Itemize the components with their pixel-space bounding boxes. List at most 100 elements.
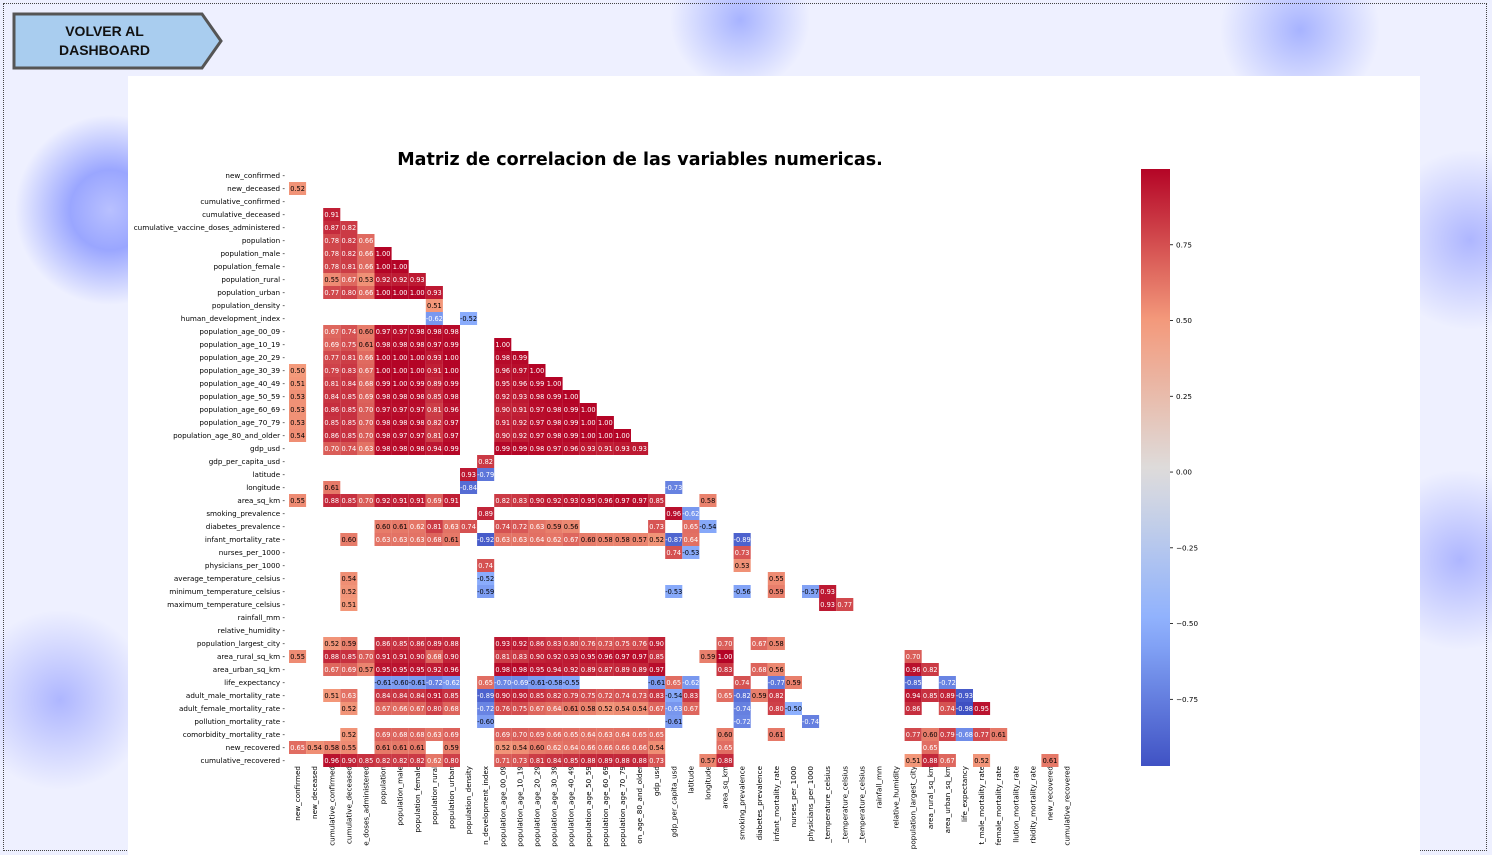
heatmap-cell	[289, 390, 307, 403]
cell-value: -0.93	[956, 692, 973, 700]
cell-value: 0.83	[649, 692, 664, 700]
cell-value: 0.52	[974, 757, 989, 765]
cell-value: 0.96	[906, 666, 921, 674]
cell-value: 0.77	[324, 354, 339, 362]
cell-value: 0.52	[649, 536, 664, 544]
cell-value: 0.85	[324, 419, 339, 427]
row-label: population_age_60_69 -	[199, 405, 285, 414]
heatmap-cell	[357, 286, 375, 299]
row-label: population_male -	[220, 249, 285, 258]
heatmap-cell	[545, 442, 563, 455]
cell-value: 0.85	[444, 692, 459, 700]
heatmap-cell	[425, 403, 443, 416]
cell-value: 0.92	[513, 640, 528, 648]
heatmap-cell	[391, 663, 409, 676]
heatmap-cell	[767, 572, 785, 585]
heatmap-cell	[545, 429, 563, 442]
row-label: area_rural_sq_km -	[217, 652, 285, 661]
heatmap-cell	[613, 754, 631, 767]
cell-value: 0.98	[393, 393, 408, 401]
cell-value: -0.89	[734, 536, 751, 544]
heatmap-cell	[374, 520, 392, 533]
heatmap-cell	[904, 702, 922, 715]
heatmap-cell	[408, 754, 426, 767]
heatmap-cell	[408, 286, 426, 299]
heatmap-cell	[494, 429, 512, 442]
heatmap-cell	[733, 689, 751, 702]
cell-value: 0.88	[615, 757, 630, 765]
cell-value: 0.62	[410, 523, 425, 531]
heatmap-cell	[442, 325, 460, 338]
heatmap-cell	[391, 429, 409, 442]
cell-value: 0.52	[598, 705, 613, 713]
cell-value: 0.82	[769, 692, 784, 700]
cell-value: 0.54	[307, 744, 322, 752]
heatmap-cell	[494, 338, 512, 351]
cell-value: 0.54	[615, 705, 630, 713]
cell-value: 0.93	[632, 445, 647, 453]
heatmap-cell	[511, 429, 529, 442]
cell-value: 0.97	[649, 666, 664, 674]
heatmap-cell	[425, 663, 443, 676]
cell-value: 0.57	[359, 666, 374, 674]
heatmap-cell	[545, 650, 563, 663]
cell-value: 0.85	[342, 432, 357, 440]
heatmap-cell	[391, 286, 409, 299]
cell-value: 0.97	[615, 497, 630, 505]
cell-value: 0.95	[376, 666, 391, 674]
heatmap-cell	[648, 663, 666, 676]
cell-value: -0.62	[443, 679, 460, 687]
cell-value: 0.98	[547, 432, 562, 440]
heatmap-cell	[357, 390, 375, 403]
heatmap-cell	[374, 325, 392, 338]
cell-value: 0.83	[513, 497, 528, 505]
heatmap-cell	[579, 741, 597, 754]
heatmap-cell	[494, 520, 512, 533]
cell-value: 0.70	[359, 419, 374, 427]
cell-value: 0.96	[666, 510, 681, 518]
heatmap-cell	[391, 377, 409, 390]
heatmap-cell	[357, 403, 375, 416]
heatmap-cell	[938, 728, 956, 741]
heatmap-cell	[425, 390, 443, 403]
col-label: new_confirmed	[293, 766, 302, 821]
heatmap-cell	[408, 689, 426, 702]
heatmap-cell	[511, 442, 529, 455]
cell-value: 0.89	[615, 666, 630, 674]
heatmap-cell	[562, 741, 580, 754]
cell-value: 0.98	[410, 328, 425, 336]
cell-value: 0.61	[324, 484, 339, 492]
cell-value: 0.77	[837, 601, 852, 609]
heatmap-cell	[408, 741, 426, 754]
heatmap-cell	[613, 429, 631, 442]
heatmap-cell	[323, 390, 341, 403]
row-label: diabetes_prevalence -	[206, 522, 286, 531]
heatmap-cell	[425, 416, 443, 429]
cell-value: 0.97	[427, 341, 442, 349]
cell-value: 1.00	[444, 367, 459, 375]
cell-value: 0.98	[393, 419, 408, 427]
cell-value: -0.61	[665, 718, 682, 726]
cell-value: 0.57	[701, 757, 716, 765]
cell-value: 0.61	[1043, 757, 1058, 765]
cell-value: 0.92	[513, 432, 528, 440]
back-label-line2: DASHBOARD	[59, 42, 150, 58]
cell-value: 0.86	[376, 640, 391, 648]
heatmap-cell	[665, 702, 683, 715]
cell-value: 0.60	[530, 744, 545, 752]
row-label: population_urban -	[217, 288, 285, 297]
cell-value: 0.61	[393, 523, 408, 531]
heatmap-cell	[596, 754, 614, 767]
heatmap-cell	[425, 325, 443, 338]
heatmap-cell	[477, 468, 495, 481]
heatmap-cell	[374, 637, 392, 650]
row-label: population_age_80_and_older -	[173, 431, 285, 440]
heatmap-cell	[545, 520, 563, 533]
back-to-dashboard-button[interactable]: VOLVER AL DASHBOARD	[12, 12, 223, 70]
cell-value: 0.53	[290, 393, 305, 401]
heatmap-cell	[921, 754, 939, 767]
cell-value: 0.92	[376, 497, 391, 505]
heatmap-cell	[767, 728, 785, 741]
heatmap-cell	[699, 494, 717, 507]
heatmap-cell	[528, 403, 546, 416]
